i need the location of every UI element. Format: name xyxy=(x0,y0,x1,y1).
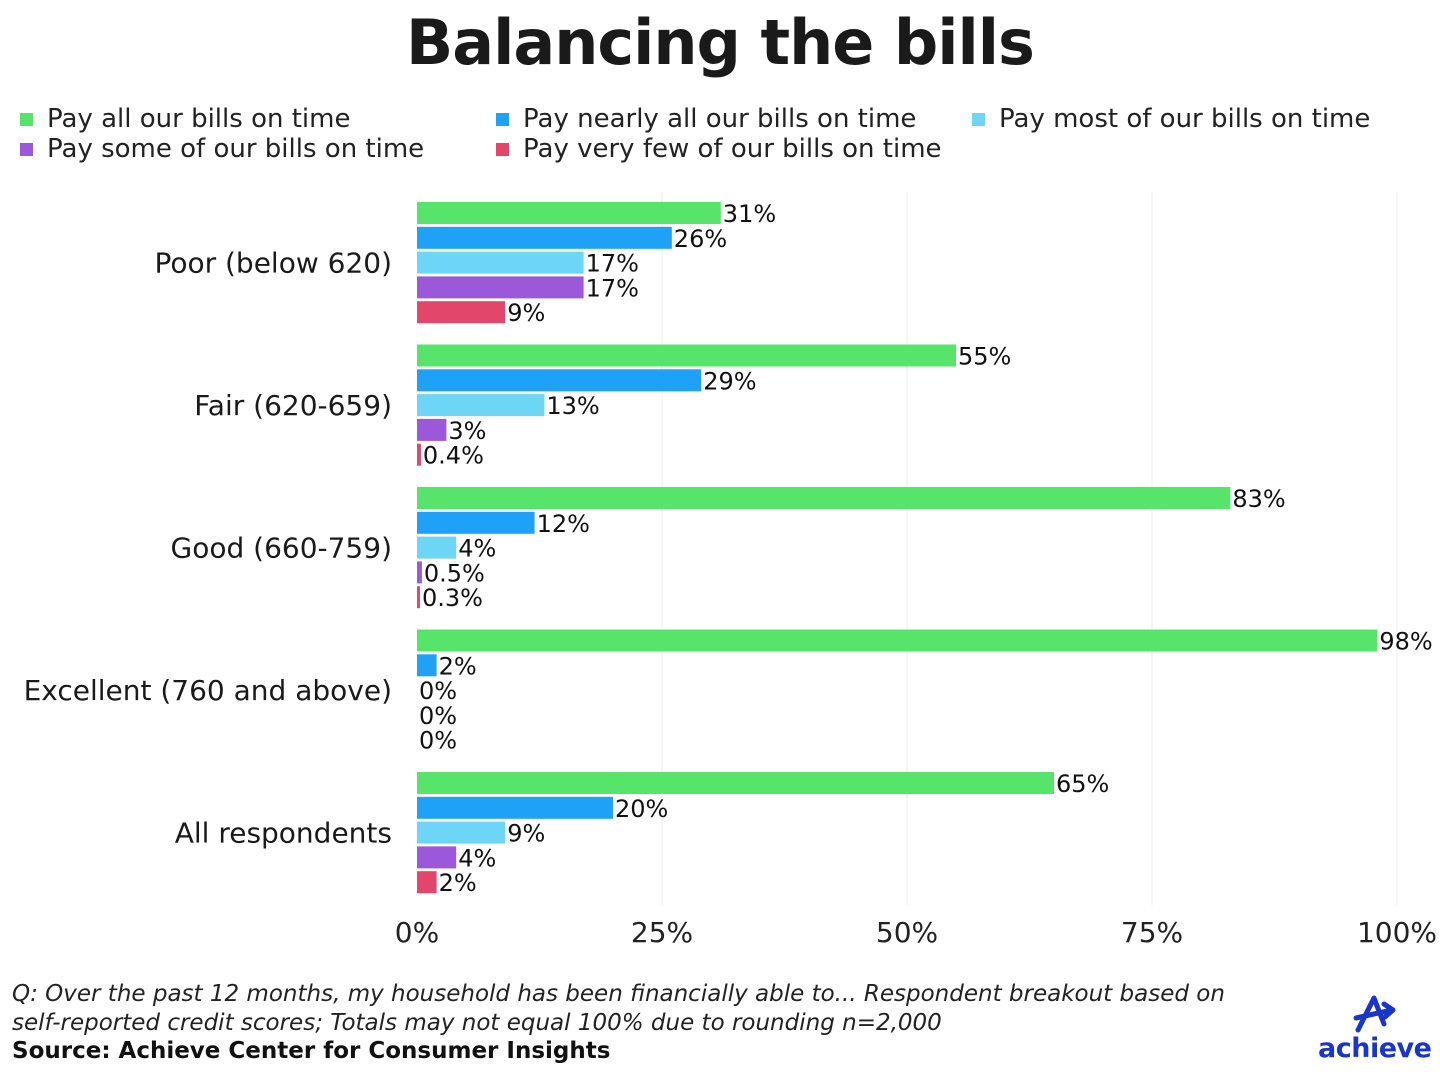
footnote: Q: Over the past 12 months, my household… xyxy=(12,981,1225,1036)
category-label-fair-620-659: Fair (620-659) xyxy=(194,389,392,422)
legend-swatch-very-few xyxy=(496,142,509,156)
bar-pay-most-of-our-bills-on-time-fair-620-659 xyxy=(417,394,545,417)
legend-swatch-all xyxy=(20,112,33,126)
data-label-pay-most-of-our-bills-on-time-good-660-759: 4% xyxy=(458,535,496,563)
source-note: Source: Achieve Center for Consumer Insi… xyxy=(12,1038,611,1064)
bar-chart: 0% 25% 50% 75% 100% Poor (below 620) 31%26% 17%… xyxy=(24,192,1437,949)
data-label-pay-all-our-bills-on-time-good-660-759: 83% xyxy=(1232,485,1285,513)
legend-item-nearly-all: Pay nearly all our bills on time xyxy=(496,104,916,134)
legend-item-some: Pay some of our bills on time xyxy=(20,134,424,164)
bar-pay-very-few-of-our-bills-on-time-good-660-759 xyxy=(417,586,420,609)
chart-title: Balancing the bills xyxy=(406,6,1035,79)
legend-label-all: Pay all our bills on time xyxy=(47,104,351,134)
bar-pay-some-of-our-bills-on-time-poor-below-620 xyxy=(417,276,584,299)
legend-item-most: Pay most of our bills on time xyxy=(972,104,1370,134)
data-label-pay-nearly-all-our-bills-on-time-fair-620-659: 29% xyxy=(703,367,756,395)
bar-pay-nearly-all-our-bills-on-time-poor-below-620 xyxy=(417,226,672,249)
bar-pay-nearly-all-our-bills-on-time-excellent-760-and-above xyxy=(417,654,437,677)
bar-pay-all-our-bills-on-time-excellent-760-and-above xyxy=(417,629,1378,652)
data-label-pay-nearly-all-our-bills-on-time-excellent-760-and-above: 2% xyxy=(439,652,477,680)
bar-pay-all-our-bills-on-time-all-respondents xyxy=(417,772,1054,794)
data-label-pay-some-of-our-bills-on-time-poor-below-620: 17% xyxy=(586,274,639,302)
bar-pay-very-few-of-our-bills-on-time-poor-below-620 xyxy=(417,301,506,324)
data-label-pay-very-few-of-our-bills-on-time-good-660-759: 0.3% xyxy=(422,584,483,612)
bar-pay-some-of-our-bills-on-time-fair-620-659 xyxy=(417,418,447,441)
bar-pay-most-of-our-bills-on-time-poor-below-620 xyxy=(417,251,584,274)
bar-pay-all-our-bills-on-time-good-660-759 xyxy=(417,487,1231,509)
bar-pay-most-of-our-bills-on-time-good-660-759 xyxy=(417,536,457,559)
data-label-pay-all-our-bills-on-time-fair-620-659: 55% xyxy=(958,343,1011,371)
data-label-pay-very-few-of-our-bills-on-time-all-respondents: 2% xyxy=(439,869,477,897)
legend-item-all: Pay all our bills on time xyxy=(20,104,350,134)
data-label-pay-some-of-our-bills-on-time-good-660-759: 0.5% xyxy=(424,559,485,587)
data-label-pay-nearly-all-our-bills-on-time-all-respondents: 20% xyxy=(615,795,668,823)
bar-pay-very-few-of-our-bills-on-time-fair-620-659 xyxy=(417,443,421,466)
data-label-pay-some-of-our-bills-on-time-all-respondents: 4% xyxy=(458,844,496,872)
data-label-pay-most-of-our-bills-on-time-all-respondents: 9% xyxy=(507,820,545,848)
bar-pay-some-of-our-bills-on-time-good-660-759 xyxy=(417,561,422,584)
bar-pay-nearly-all-our-bills-on-time-fair-620-659 xyxy=(417,369,702,392)
legend-label-very-few: Pay very few of our bills on time xyxy=(523,134,942,164)
bar-pay-some-of-our-bills-on-time-all-respondents xyxy=(417,846,457,869)
data-label-pay-nearly-all-our-bills-on-time-good-660-759: 12% xyxy=(537,510,590,538)
arrow-icon xyxy=(1353,995,1396,1033)
legend-swatch-some xyxy=(20,142,33,156)
data-label-pay-very-few-of-our-bills-on-time-poor-below-620: 9% xyxy=(507,299,545,327)
x-tick-label-75: 75% xyxy=(1121,916,1183,949)
legend-swatch-nearly-all xyxy=(496,112,509,126)
data-label-pay-very-few-of-our-bills-on-time-fair-620-659: 0.4% xyxy=(423,442,484,470)
legend: Pay all our bills on time Pay nearly all… xyxy=(20,104,1440,170)
data-label-pay-all-our-bills-on-time-excellent-760-and-above: 98% xyxy=(1379,628,1432,656)
x-tick-label-100: 100% xyxy=(1357,916,1437,949)
legend-swatch-most xyxy=(972,112,985,126)
x-tick-label-50: 50% xyxy=(876,916,938,949)
category-label-excellent-760-and-above: Excellent (760 and above) xyxy=(24,674,392,707)
category-label-poor-below-620: Poor (below 620) xyxy=(154,247,392,280)
legend-label-most: Pay most of our bills on time xyxy=(999,104,1371,134)
data-label-pay-all-our-bills-on-time-all-respondents: 65% xyxy=(1056,770,1109,798)
achieve-logo: achieve xyxy=(1318,994,1432,1064)
data-label-pay-all-our-bills-on-time-poor-below-620: 31% xyxy=(723,200,776,228)
data-label-pay-very-few-of-our-bills-on-time-excellent-760-and-above: 0% xyxy=(419,727,457,755)
bar-pay-most-of-our-bills-on-time-all-respondents xyxy=(417,821,506,844)
bar-pay-very-few-of-our-bills-on-time-all-respondents xyxy=(417,871,437,894)
logo-text: achieve xyxy=(1318,1033,1432,1064)
x-tick-label-25: 25% xyxy=(631,916,693,949)
legend-item-very-few: Pay very few of our bills on time xyxy=(496,134,942,164)
data-label-pay-some-of-our-bills-on-time-fair-620-659: 3% xyxy=(448,417,486,445)
bar-pay-nearly-all-our-bills-on-time-all-respondents xyxy=(417,796,613,819)
data-label-pay-most-of-our-bills-on-time-excellent-760-and-above: 0% xyxy=(419,677,457,705)
data-label-pay-most-of-our-bills-on-time-fair-620-659: 13% xyxy=(546,392,599,420)
data-label-pay-most-of-our-bills-on-time-poor-below-620: 17% xyxy=(586,250,639,278)
legend-label-nearly-all: Pay nearly all our bills on time xyxy=(523,104,917,134)
data-label-pay-some-of-our-bills-on-time-excellent-760-and-above: 0% xyxy=(419,702,457,730)
x-tick-label-0: 0% xyxy=(395,916,439,949)
legend-label-some: Pay some of our bills on time xyxy=(47,134,425,164)
bar-pay-all-our-bills-on-time-fair-620-659 xyxy=(417,344,956,367)
bar-pay-all-our-bills-on-time-poor-below-620 xyxy=(417,202,721,224)
data-label-pay-nearly-all-our-bills-on-time-poor-below-620: 26% xyxy=(674,225,727,253)
category-label-good-660-759: Good (660-759) xyxy=(171,532,392,565)
bar-pay-nearly-all-our-bills-on-time-good-660-759 xyxy=(417,511,535,534)
category-label-all-respondents: All respondents xyxy=(175,817,392,850)
